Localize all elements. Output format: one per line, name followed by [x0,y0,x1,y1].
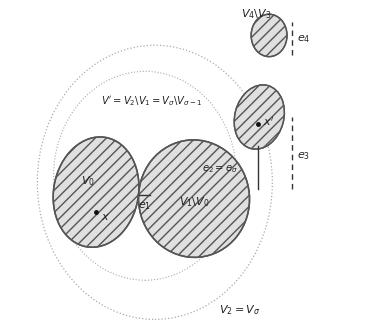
Text: $V' = V_2 \backslash V_1 = V_\sigma \backslash V_{\sigma-1}$: $V' = V_2 \backslash V_1 = V_\sigma \bac… [101,94,202,108]
Text: $V_1 \backslash V_0$: $V_1 \backslash V_0$ [179,195,209,209]
Text: $e_4$: $e_4$ [297,33,310,44]
Text: $V_0$: $V_0$ [81,174,95,188]
Text: $e_3$: $e_3$ [297,150,310,162]
Text: $x'$: $x'$ [263,116,274,128]
Text: $e_1$: $e_1$ [137,200,151,212]
Text: $V_2 = V_\sigma$: $V_2 = V_\sigma$ [219,303,260,316]
Ellipse shape [139,140,249,257]
Text: $e_2 = e_\sigma$: $e_2 = e_\sigma$ [202,163,238,175]
Ellipse shape [251,14,287,57]
Ellipse shape [234,85,284,149]
Ellipse shape [53,137,139,247]
Text: $x$: $x$ [101,211,110,221]
Text: $V_4 \backslash V_3$: $V_4 \backslash V_3$ [241,7,271,21]
